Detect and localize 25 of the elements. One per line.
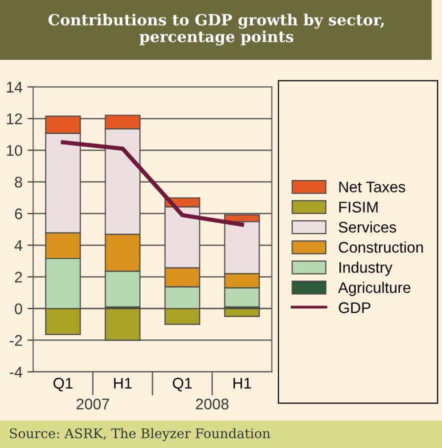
x-tick-label: H1 [114, 378, 132, 388]
x-tick-label: Q1 [172, 378, 192, 392]
legend-label: GDP [338, 302, 370, 314]
legend-label: Agriculture [338, 282, 410, 296]
y-tick-label: 2 [15, 272, 22, 282]
y-tick-label: 0 [14, 303, 22, 314]
y-tick-label: 8 [14, 176, 22, 188]
source-note: Source: ASRK, The Bleyzer Foundation [10, 428, 270, 442]
x-tick-label: Q1 [54, 378, 72, 392]
legend-label: Services [338, 221, 396, 233]
legend-label: FISIM [339, 202, 378, 212]
legend-label: Industry [339, 262, 392, 276]
y-tick-label: 14 [6, 82, 22, 92]
y-tick-label: -4 [10, 366, 22, 378]
text: 2008 [196, 398, 228, 410]
y-tick-label: 6 [15, 208, 22, 220]
y-tick-label: -2 [10, 335, 22, 346]
legend-label: Construction [338, 242, 423, 253]
text: 2007 [76, 398, 110, 410]
y-tick-label: 12 [6, 113, 22, 124]
chart-title: Contributions to GDP growth by sector, percentage points [48, 14, 384, 46]
x-tick-label: H1 [233, 378, 252, 388]
legend-label: Net Taxes [339, 182, 406, 192]
y-tick-label: 4 [14, 240, 22, 251]
y-tick-label: 10 [6, 145, 22, 156]
